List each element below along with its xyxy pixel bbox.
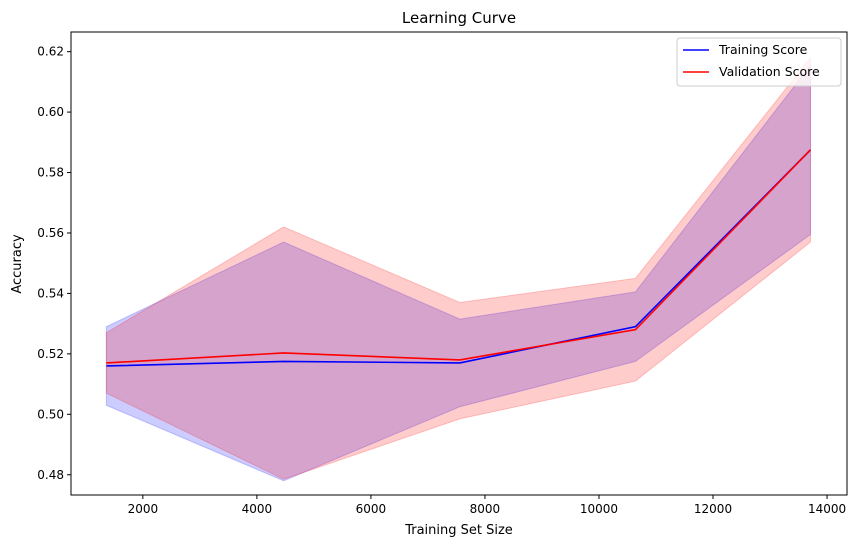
- y-tick-label: 0.62: [37, 45, 64, 59]
- x-tick-label: 2000: [128, 502, 159, 516]
- confidence-bands: [105, 56, 812, 482]
- x-axis-label: Training Set Size: [404, 523, 513, 538]
- y-tick-label: 0.60: [37, 105, 64, 119]
- legend-label-training-score: Training Score: [718, 42, 808, 57]
- y-axis-label: Accuracy: [10, 234, 25, 294]
- chart-title: Learning Curve: [402, 9, 516, 27]
- y-tick-label: 0.56: [37, 226, 64, 240]
- training-score-band: [105, 63, 812, 482]
- series-lines: [106, 149, 812, 367]
- y-tick-label: 0.50: [37, 407, 64, 421]
- x-axis-ticks: 2000 4000 6000 8000 10000 12000 14000: [128, 495, 846, 516]
- x-tick-label: 14000: [808, 502, 846, 516]
- y-tick-label: 0.52: [37, 347, 64, 361]
- validation-score-band: [105, 56, 812, 480]
- x-tick-label: 10000: [580, 502, 618, 516]
- y-tick-label: 0.58: [37, 166, 64, 180]
- y-tick-label: 0.54: [37, 286, 64, 300]
- plot-frame: [70, 31, 848, 496]
- training-score-line: [106, 149, 812, 367]
- y-tick-label: 0.48: [37, 468, 64, 482]
- x-tick-label: 6000: [356, 502, 387, 516]
- x-tick-label: 4000: [242, 502, 273, 516]
- x-tick-label: 12000: [694, 502, 732, 516]
- y-axis-ticks: 0.48 0.50 0.52 0.54 0.56 0.58 0.60 0.62: [37, 45, 71, 482]
- legend: Training Score Validation Score: [676, 37, 842, 87]
- legend-label-validation-score: Validation Score: [719, 64, 820, 79]
- validation-score-line: [106, 149, 812, 364]
- x-tick-label: 8000: [470, 502, 501, 516]
- legend-box: [676, 37, 842, 87]
